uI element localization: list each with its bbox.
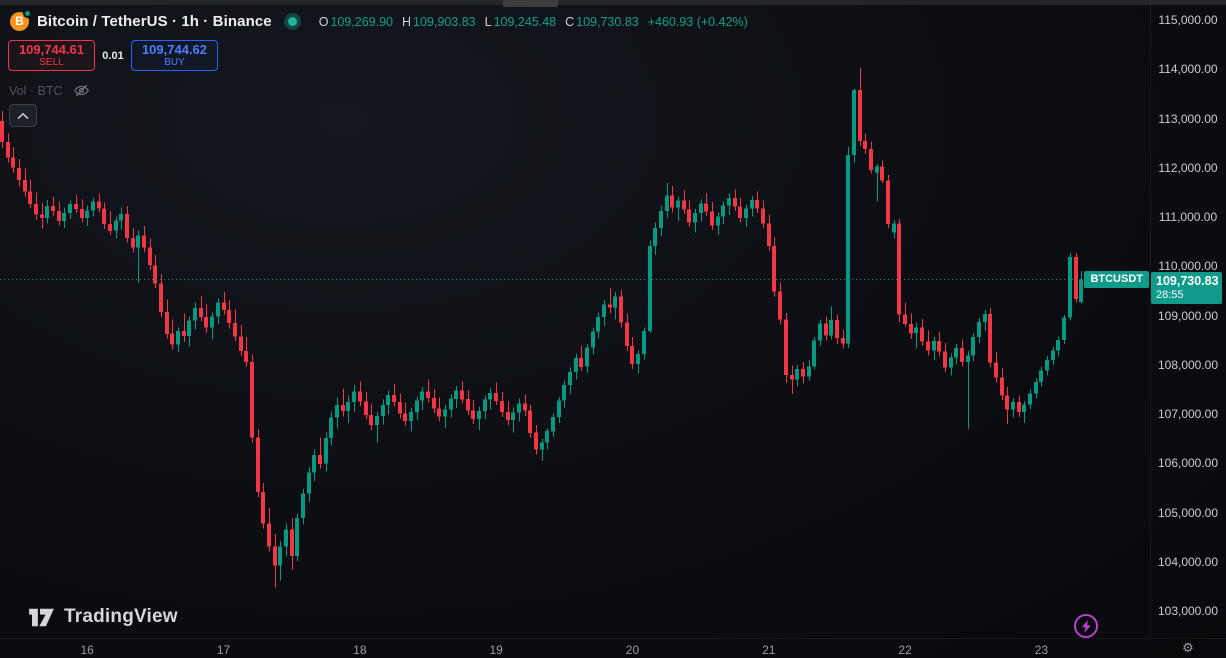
chevron-up-icon	[17, 112, 29, 119]
window-top-strip	[0, 0, 1226, 5]
bar-countdown: 28:55	[1156, 288, 1184, 301]
time-tick-label: 21	[762, 643, 776, 657]
price-tick-label: 113,000.00	[1158, 111, 1218, 126]
tradingview-logo[interactable]: TradingView	[28, 606, 178, 628]
gear-icon[interactable]: ⚙	[1182, 641, 1194, 656]
ohlc-legend: O 109,269.90 H 109,903.83 L 109,245.48 C 109…	[319, 15, 748, 29]
collapse-pane-button[interactable]	[9, 104, 37, 127]
time-tick-label: 20	[625, 643, 640, 657]
lightning-icon	[1081, 619, 1091, 633]
current-price-label: 109,730.83 28:55	[1151, 271, 1222, 304]
spread-value: 0.01	[102, 49, 124, 62]
open-value: 109,269.90	[330, 14, 394, 29]
time-tick-label: 19	[489, 643, 503, 657]
open-label: O	[318, 14, 329, 29]
price-axis-separator	[1150, 0, 1151, 638]
market-status-icon[interactable]	[287, 17, 297, 26]
time-axis-separator	[0, 638, 1226, 639]
close-label: C	[565, 14, 575, 29]
price-tick-label: 110,000.00	[1158, 259, 1218, 274]
time-tick-label: 18	[353, 643, 367, 657]
time-tick-label: 17	[216, 643, 231, 657]
high-label: H	[402, 14, 412, 29]
sell-button[interactable]: 109,744.61 SELL	[8, 40, 95, 71]
bitcoin-glyph: B	[15, 14, 24, 28]
current-price-value: 109,730.83	[1156, 273, 1219, 288]
bitcoin-icon: B	[10, 9, 32, 31]
volume-legend-label[interactable]: Vol · BTC	[9, 83, 63, 98]
price-tick-label: 111,000.00	[1158, 210, 1218, 224]
price-tick-label: 106,000.00	[1157, 456, 1219, 471]
close-value: 109,730.83	[576, 14, 639, 29]
price-tick-label: 112,000.00	[1158, 160, 1218, 175]
eye-off-icon[interactable]	[72, 82, 91, 99]
lightning-button[interactable]	[1074, 614, 1098, 638]
price-tick-label: 108,000.00	[1157, 357, 1219, 372]
price-tick-label: 103,000.00	[1157, 604, 1219, 618]
sell-price: 109,744.61	[18, 41, 85, 57]
price-tick-label: 109,000.00	[1157, 308, 1219, 323]
low-label: L	[484, 14, 492, 29]
price-tick-label: 104,000.00	[1157, 554, 1219, 569]
symbol-price-tag: BTCUSDT	[1084, 270, 1149, 288]
sell-label: SELL	[39, 56, 64, 68]
symbol-title[interactable]: Bitcoin / TetherUS · 1h · Binance	[37, 13, 272, 30]
high-value: 109,903.83	[413, 14, 476, 29]
buy-button[interactable]: 109,744.62 BUY	[131, 40, 218, 71]
time-tick-label: 16	[80, 643, 94, 657]
buy-label: BUY	[164, 56, 185, 68]
price-tick-label: 107,000.00	[1157, 407, 1219, 421]
window-top-strip-tab	[503, 0, 558, 7]
price-tick-label: 115,000.00	[1158, 13, 1218, 27]
tradingview-logo-icon	[29, 608, 54, 626]
buy-price: 109,744.62	[141, 41, 208, 57]
tradingview-logo-text: TradingView	[64, 606, 178, 627]
price-tick-label: 105,000.00	[1157, 505, 1219, 520]
price-tick-label: 114,000.00	[1158, 62, 1218, 77]
time-tick-label: 23	[1034, 643, 1049, 657]
exchange-mini-dot-icon	[23, 9, 32, 18]
low-value: 109,245.48	[493, 14, 557, 29]
change-value: +460.93 (+0.42%)	[647, 14, 748, 29]
time-tick-label: 22	[898, 643, 912, 657]
